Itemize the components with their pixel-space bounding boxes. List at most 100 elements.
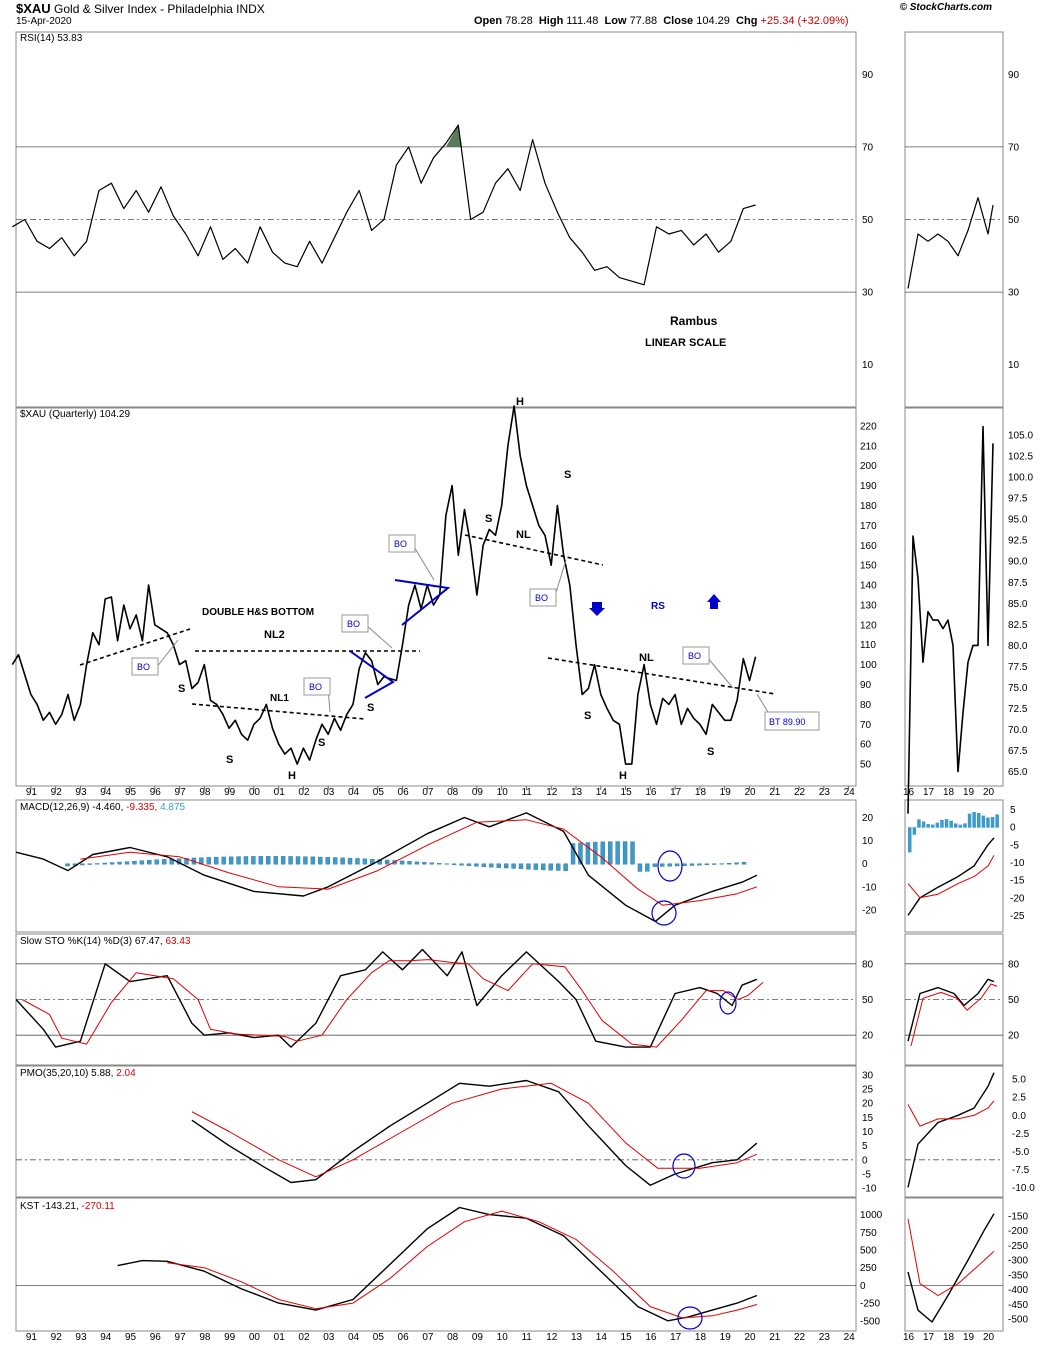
highlight-circle <box>719 991 737 1015</box>
macd-histogram-bar <box>102 862 107 865</box>
macd-histogram-bar <box>385 859 390 865</box>
x-side-tick-label: 18 <box>943 1332 955 1343</box>
macd-histogram-bar <box>258 856 264 865</box>
neckline <box>79 628 191 666</box>
macd-histogram-bar <box>697 863 702 866</box>
x-tick-label: 20 <box>744 787 756 798</box>
sto-tick-label: 20 <box>862 1031 874 1042</box>
x-tick-label: 99 <box>224 1332 236 1343</box>
rsi-overbought-fill <box>445 125 463 147</box>
pmo-tick-label: -5 <box>862 1170 871 1181</box>
callout-pointer <box>706 656 734 689</box>
pmo-tick-label: 0 <box>862 1155 868 1166</box>
kst-side-tick-label: -350 <box>1008 1270 1028 1281</box>
x-tick-label: 17 <box>670 1332 682 1343</box>
down-arrow-icon <box>589 602 605 616</box>
macd-histogram-bar <box>95 863 100 865</box>
macd-tick-label: -20 <box>862 905 877 916</box>
macd-histogram-bar <box>674 863 680 867</box>
price-side-tick-label: 72.5 <box>1008 704 1028 715</box>
price-side-tick-label: 102.5 <box>1008 452 1033 463</box>
side-panel-frame <box>904 1065 1004 1198</box>
chart-date: 15-Apr-2020 <box>16 16 72 27</box>
price-tick-label: 160 <box>860 541 877 552</box>
ohlc-stats: Open 78.28 High 111.48 Low 77.88 Close 1… <box>474 15 849 27</box>
label-head: H <box>516 396 524 408</box>
rsi-side-tick-label: 30 <box>1008 288 1020 299</box>
x-tick-label: 14 <box>596 1332 608 1343</box>
x-tick-label: 07 <box>422 787 434 798</box>
price-side-tick-label: 97.5 <box>1008 494 1028 505</box>
macd-histogram-bar <box>280 856 286 865</box>
kst-side-tick-label: -500 <box>1008 1315 1028 1326</box>
rsi-side-tick-label: 10 <box>1008 360 1020 371</box>
macd-side-histogram-bar <box>908 827 912 853</box>
label-shoulder: S <box>226 754 233 766</box>
macd-histogram-bar <box>228 856 234 865</box>
macd-side-histogram-bar <box>995 814 999 828</box>
macd-histogram-bar <box>474 863 479 867</box>
macd-side-histogram-bar <box>981 815 986 828</box>
price-tick-label: 150 <box>860 561 877 572</box>
x-side-tick-label: 18 <box>943 787 955 798</box>
label-rs: RS <box>651 601 665 612</box>
macd-histogram-bar <box>347 857 353 865</box>
neckline-nl1 <box>191 703 366 720</box>
x-side-tick-label: 20 <box>983 787 995 798</box>
sto-side-k-line <box>907 978 995 1042</box>
price-side-tick-label: 82.5 <box>1008 620 1028 631</box>
macd-histogram-bar <box>526 863 531 870</box>
macd-histogram-bar <box>541 863 546 871</box>
x-tick-label: 10 <box>497 787 509 798</box>
rsi-side-tick-label: 70 <box>1008 142 1020 153</box>
kst-tick-label: -500 <box>860 1316 880 1327</box>
main-panel-frame <box>15 407 857 787</box>
pmo-signal-line <box>191 1082 758 1178</box>
kst-side-tick-label: -300 <box>1008 1256 1028 1267</box>
macd-histogram-bar <box>682 863 687 866</box>
x-tick-label: 20 <box>744 1332 756 1343</box>
label-head: H <box>619 770 627 782</box>
kst-side-signal <box>907 1218 995 1296</box>
x-side-tick-label: 17 <box>923 787 935 798</box>
macd-side-histogram-bar <box>977 812 981 828</box>
annotation-rambus: Rambus <box>670 314 718 328</box>
x-tick-label: 08 <box>447 1332 459 1343</box>
callout-text: BT 89.90 <box>769 717 805 727</box>
price-side-tick-label: 77.5 <box>1008 662 1028 673</box>
pmo-side-tick-label: -5.0 <box>1012 1147 1030 1158</box>
x-tick-label: 00 <box>249 1332 261 1343</box>
macd-side-histogram-bar <box>917 819 921 828</box>
rsi-side-tick-label: 90 <box>1008 70 1020 81</box>
price-tick-label: 220 <box>860 421 877 432</box>
x-tick-label: 96 <box>150 787 162 798</box>
up-arrow-icon <box>707 594 721 609</box>
price-side-line <box>907 425 994 814</box>
pmo-side-tick-label: 0.0 <box>1012 1111 1026 1122</box>
callout-text: BO <box>394 539 407 549</box>
macd-histogram-bar <box>704 863 710 866</box>
macd-histogram-bar <box>444 863 449 865</box>
highlight-circle <box>651 900 677 926</box>
macd-histogram-bar <box>318 856 323 865</box>
price-line <box>11 405 757 765</box>
bo-callout <box>303 677 331 696</box>
macd-histogram-bar <box>600 841 605 865</box>
main-panel-frame <box>15 1065 857 1198</box>
triangle-pattern-2 <box>394 579 451 626</box>
price-side-tick-label: 90.0 <box>1008 557 1028 568</box>
macd-histogram-bar <box>332 857 338 865</box>
index-name: Gold & Silver Index - Philadelphia INDX <box>54 2 265 16</box>
macd-side-histogram-bar <box>926 824 930 828</box>
x-tick-label: 16 <box>645 787 657 798</box>
macd-side-tick-label: 0 <box>1010 823 1016 834</box>
macd-histogram-bar <box>630 841 635 865</box>
callout-text: BO <box>137 662 150 672</box>
x-tick-label: 06 <box>398 787 410 798</box>
macd-side-tick-label: -10 <box>1010 858 1025 869</box>
macd-histogram-bar <box>578 842 583 865</box>
bo-callout <box>131 657 159 676</box>
kst-side-tick-label: -200 <box>1008 1226 1028 1237</box>
x-tick-label: 10 <box>497 1332 509 1343</box>
